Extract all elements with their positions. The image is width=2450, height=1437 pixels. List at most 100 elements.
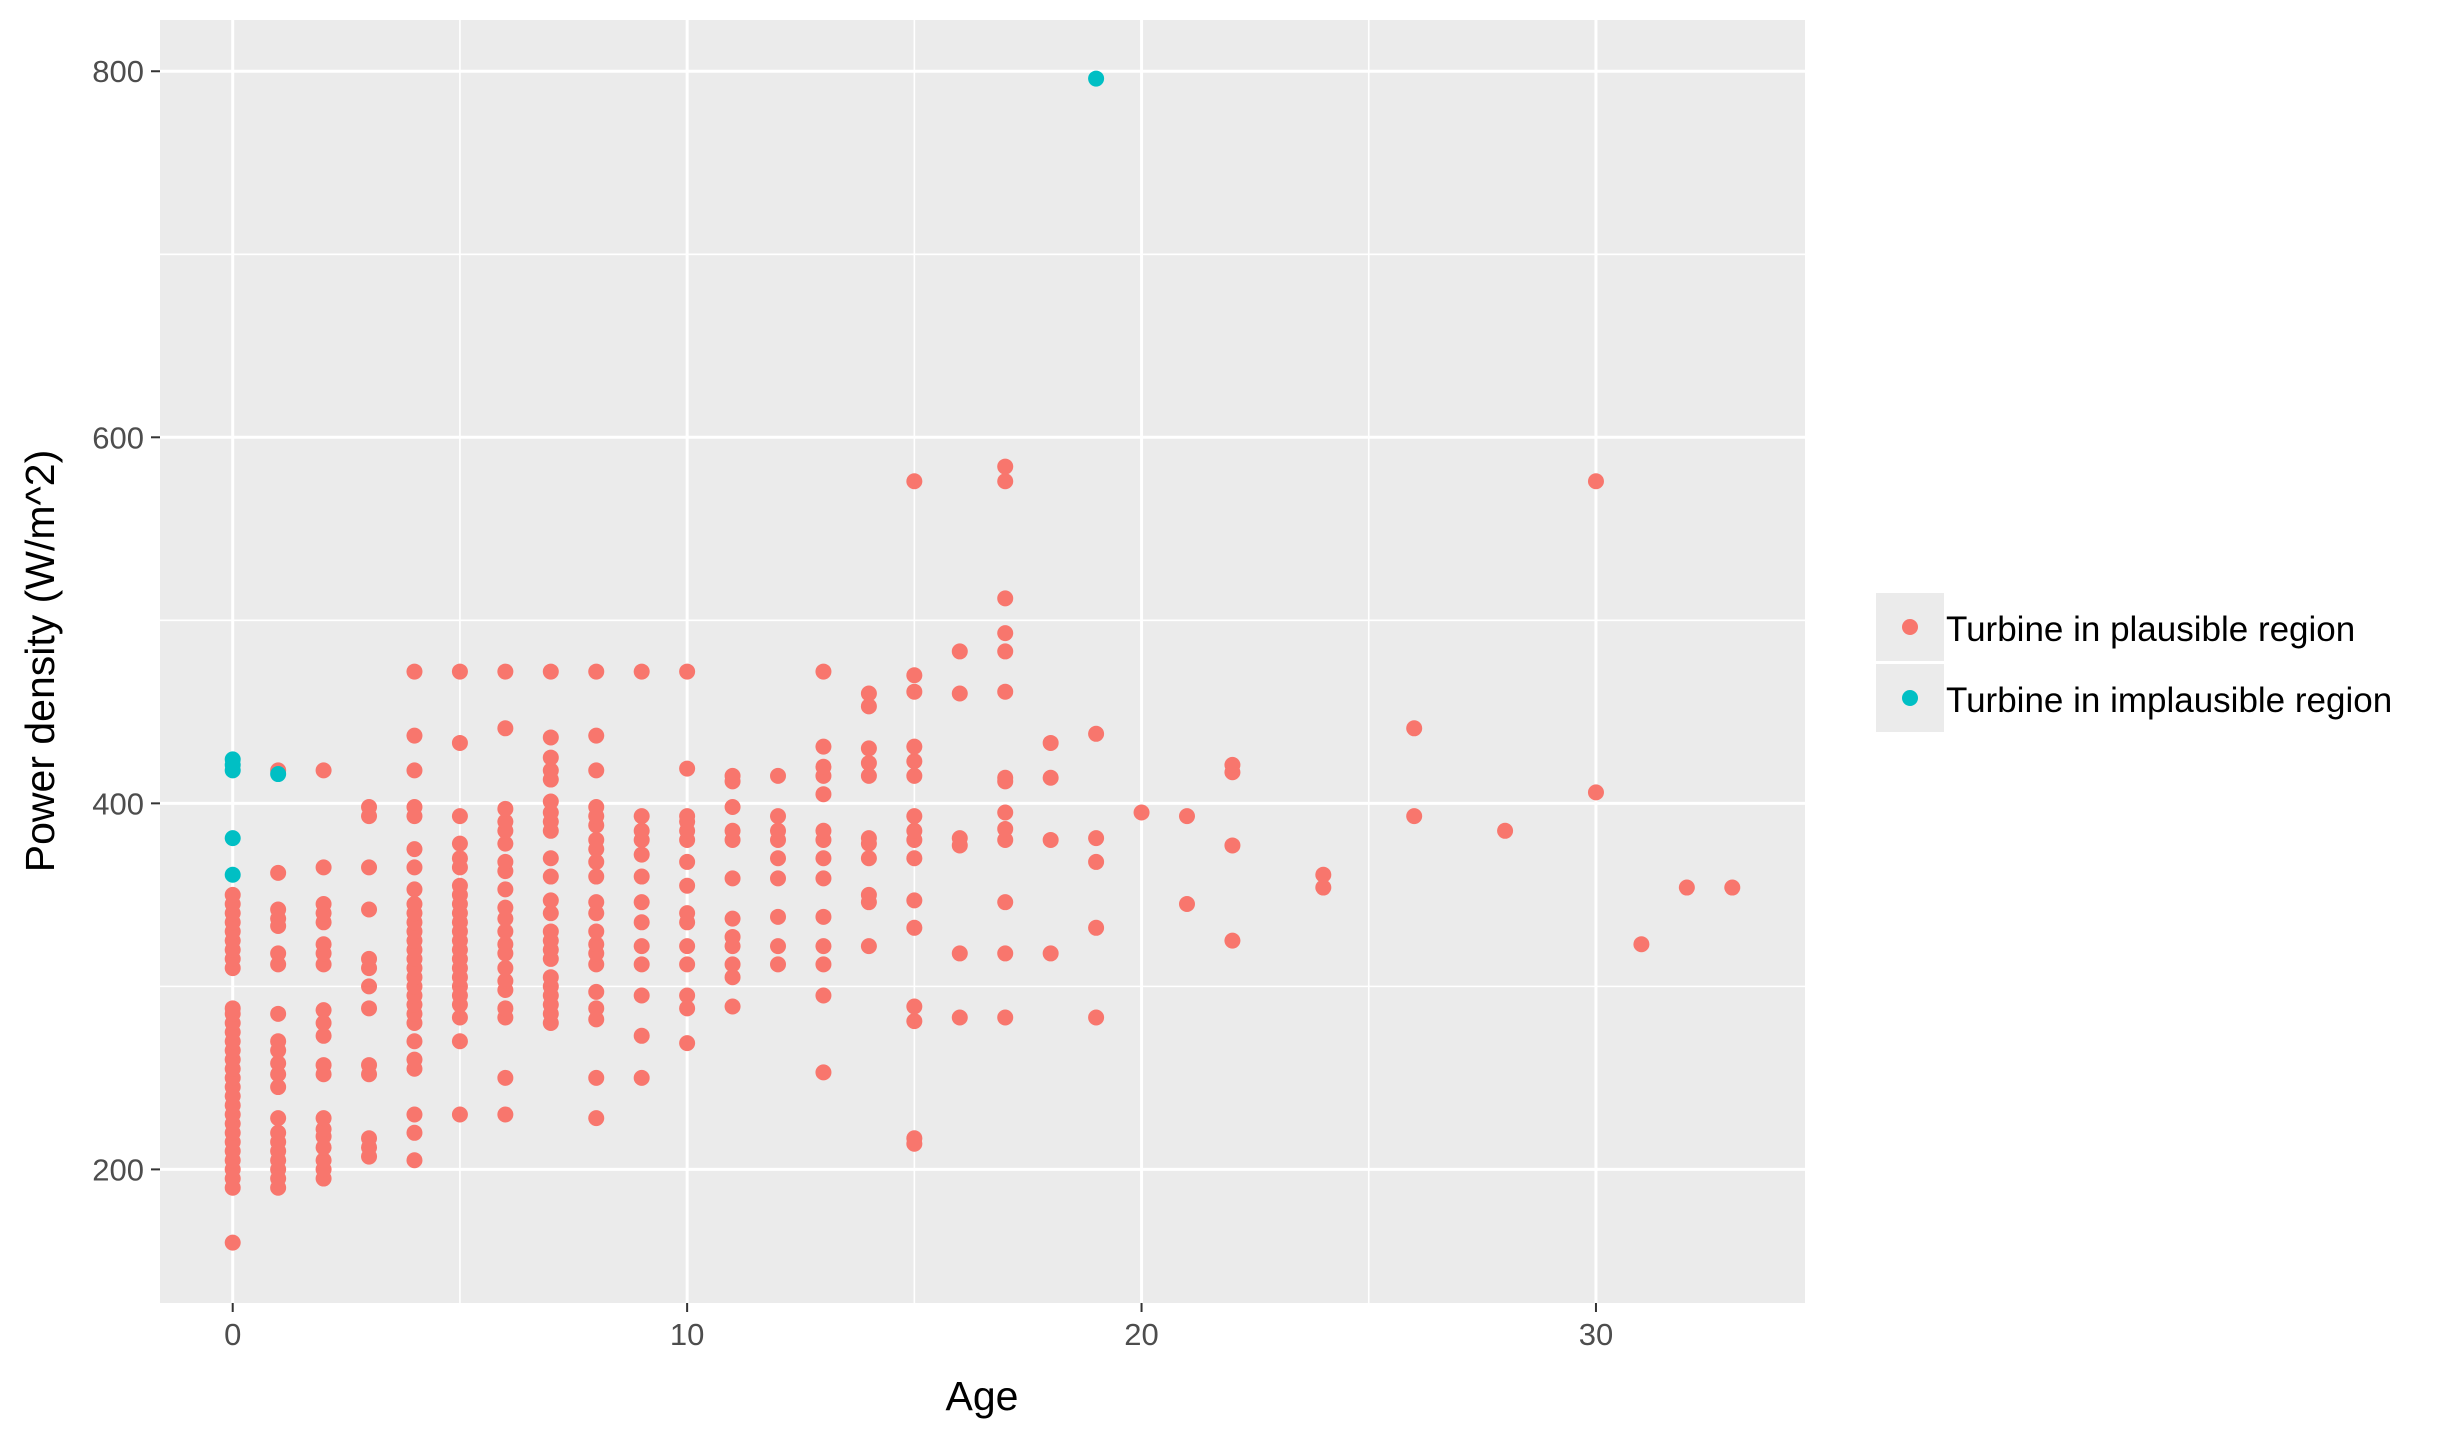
data-point-plausible: [997, 894, 1014, 911]
data-point-plausible: [451, 850, 468, 867]
data-point-plausible: [451, 734, 468, 751]
data-point-plausible: [315, 956, 332, 973]
data-point-plausible: [497, 835, 514, 852]
y-tick-label: 800: [92, 54, 144, 89]
data-point-plausible: [588, 868, 605, 885]
data-point-plausible: [588, 1011, 605, 1028]
data-point-plausible: [1088, 725, 1105, 742]
data-point-plausible: [860, 685, 877, 702]
data-point-plausible: [497, 972, 514, 989]
data-point-plausible: [588, 905, 605, 922]
data-point-plausible: [724, 969, 741, 986]
data-point-plausible: [270, 1033, 287, 1050]
data-point-plausible: [361, 1130, 378, 1147]
data-point-plausible: [224, 886, 241, 903]
data-point-plausible: [1178, 896, 1195, 913]
data-point-plausible: [815, 738, 832, 755]
data-point-plausible: [361, 1057, 378, 1074]
data-point-plausible: [633, 868, 650, 885]
data-point-plausible: [451, 1009, 468, 1026]
data-point-plausible: [451, 808, 468, 825]
data-point-plausible: [860, 886, 877, 903]
data-point-plausible: [497, 853, 514, 870]
data-point-plausible: [815, 1064, 832, 1081]
data-point-plausible: [542, 793, 559, 810]
data-point-plausible: [270, 956, 287, 973]
data-point-plausible: [906, 738, 923, 755]
data-point-plausible: [406, 727, 423, 744]
data-point-plausible: [588, 1000, 605, 1017]
data-point-plausible: [770, 956, 787, 973]
data-point-plausible: [542, 850, 559, 867]
data-point-plausible: [588, 663, 605, 680]
data-point-plausible: [906, 753, 923, 770]
data-point-plausible: [951, 643, 968, 660]
data-point-plausible: [815, 908, 832, 925]
data-point-plausible: [542, 804, 559, 821]
data-point-plausible: [906, 683, 923, 700]
x-axis-ticks: 0 10 20 30: [224, 1303, 1613, 1352]
data-point-plausible: [906, 850, 923, 867]
data-point-plausible: [1406, 720, 1423, 737]
data-point-implausible: [224, 751, 241, 768]
data-point-plausible: [1587, 784, 1604, 801]
data-point-plausible: [997, 804, 1014, 821]
data-point-plausible: [270, 1055, 287, 1072]
data-point-plausible: [497, 1000, 514, 1017]
data-point-plausible: [951, 945, 968, 962]
data-point-plausible: [906, 1130, 923, 1147]
x-axis-title: Age: [946, 1373, 1019, 1419]
data-point-plausible: [679, 905, 696, 922]
data-point-plausible: [497, 663, 514, 680]
data-point-plausible: [679, 1035, 696, 1052]
data-point-plausible: [315, 762, 332, 779]
data-point-plausible: [1042, 831, 1059, 848]
data-point-plausible: [770, 908, 787, 925]
data-point-plausible: [906, 919, 923, 936]
data-point-plausible: [906, 667, 923, 684]
data-point-plausible: [770, 870, 787, 887]
data-point-plausible: [497, 881, 514, 898]
data-point-plausible: [724, 956, 741, 973]
data-point-plausible: [633, 938, 650, 955]
data-point-plausible: [997, 590, 1014, 607]
data-point-plausible: [406, 1051, 423, 1068]
data-point-plausible: [588, 983, 605, 1000]
data-point-plausible: [315, 1027, 332, 1044]
data-point-plausible: [906, 1013, 923, 1030]
data-point-plausible: [542, 762, 559, 779]
data-point-plausible: [724, 822, 741, 839]
y-tick-label: 600: [92, 420, 144, 455]
data-point-plausible: [361, 901, 378, 918]
data-point-plausible: [633, 663, 650, 680]
data-point-plausible: [633, 1069, 650, 1086]
y-tick-label: 400: [92, 786, 144, 821]
data-point-plausible: [906, 808, 923, 825]
data-point-plausible: [679, 808, 696, 825]
data-point-plausible: [588, 727, 605, 744]
data-point-plausible: [315, 1139, 332, 1156]
data-point-plausible: [315, 936, 332, 953]
data-point-plausible: [497, 899, 514, 916]
data-point-plausible: [1042, 945, 1059, 962]
data-point-plausible: [1088, 919, 1105, 936]
data-point-plausible: [633, 956, 650, 973]
data-point-plausible: [1724, 879, 1741, 896]
data-point-plausible: [770, 767, 787, 784]
data-point-plausible: [906, 473, 923, 490]
data-point-plausible: [315, 1014, 332, 1031]
data-point-plausible: [679, 853, 696, 870]
data-point-plausible: [542, 663, 559, 680]
data-point-plausible: [860, 698, 877, 715]
data-point-plausible: [1178, 808, 1195, 825]
x-tick-label: 0: [224, 1317, 241, 1352]
data-point-plausible: [633, 914, 650, 931]
data-point-plausible: [406, 799, 423, 816]
data-point-plausible: [270, 945, 287, 962]
data-point-plausible: [1133, 804, 1150, 821]
data-point-plausible: [633, 894, 650, 911]
data-point-plausible: [270, 1005, 287, 1022]
data-point-plausible: [770, 850, 787, 867]
data-point-implausible: [224, 866, 241, 883]
